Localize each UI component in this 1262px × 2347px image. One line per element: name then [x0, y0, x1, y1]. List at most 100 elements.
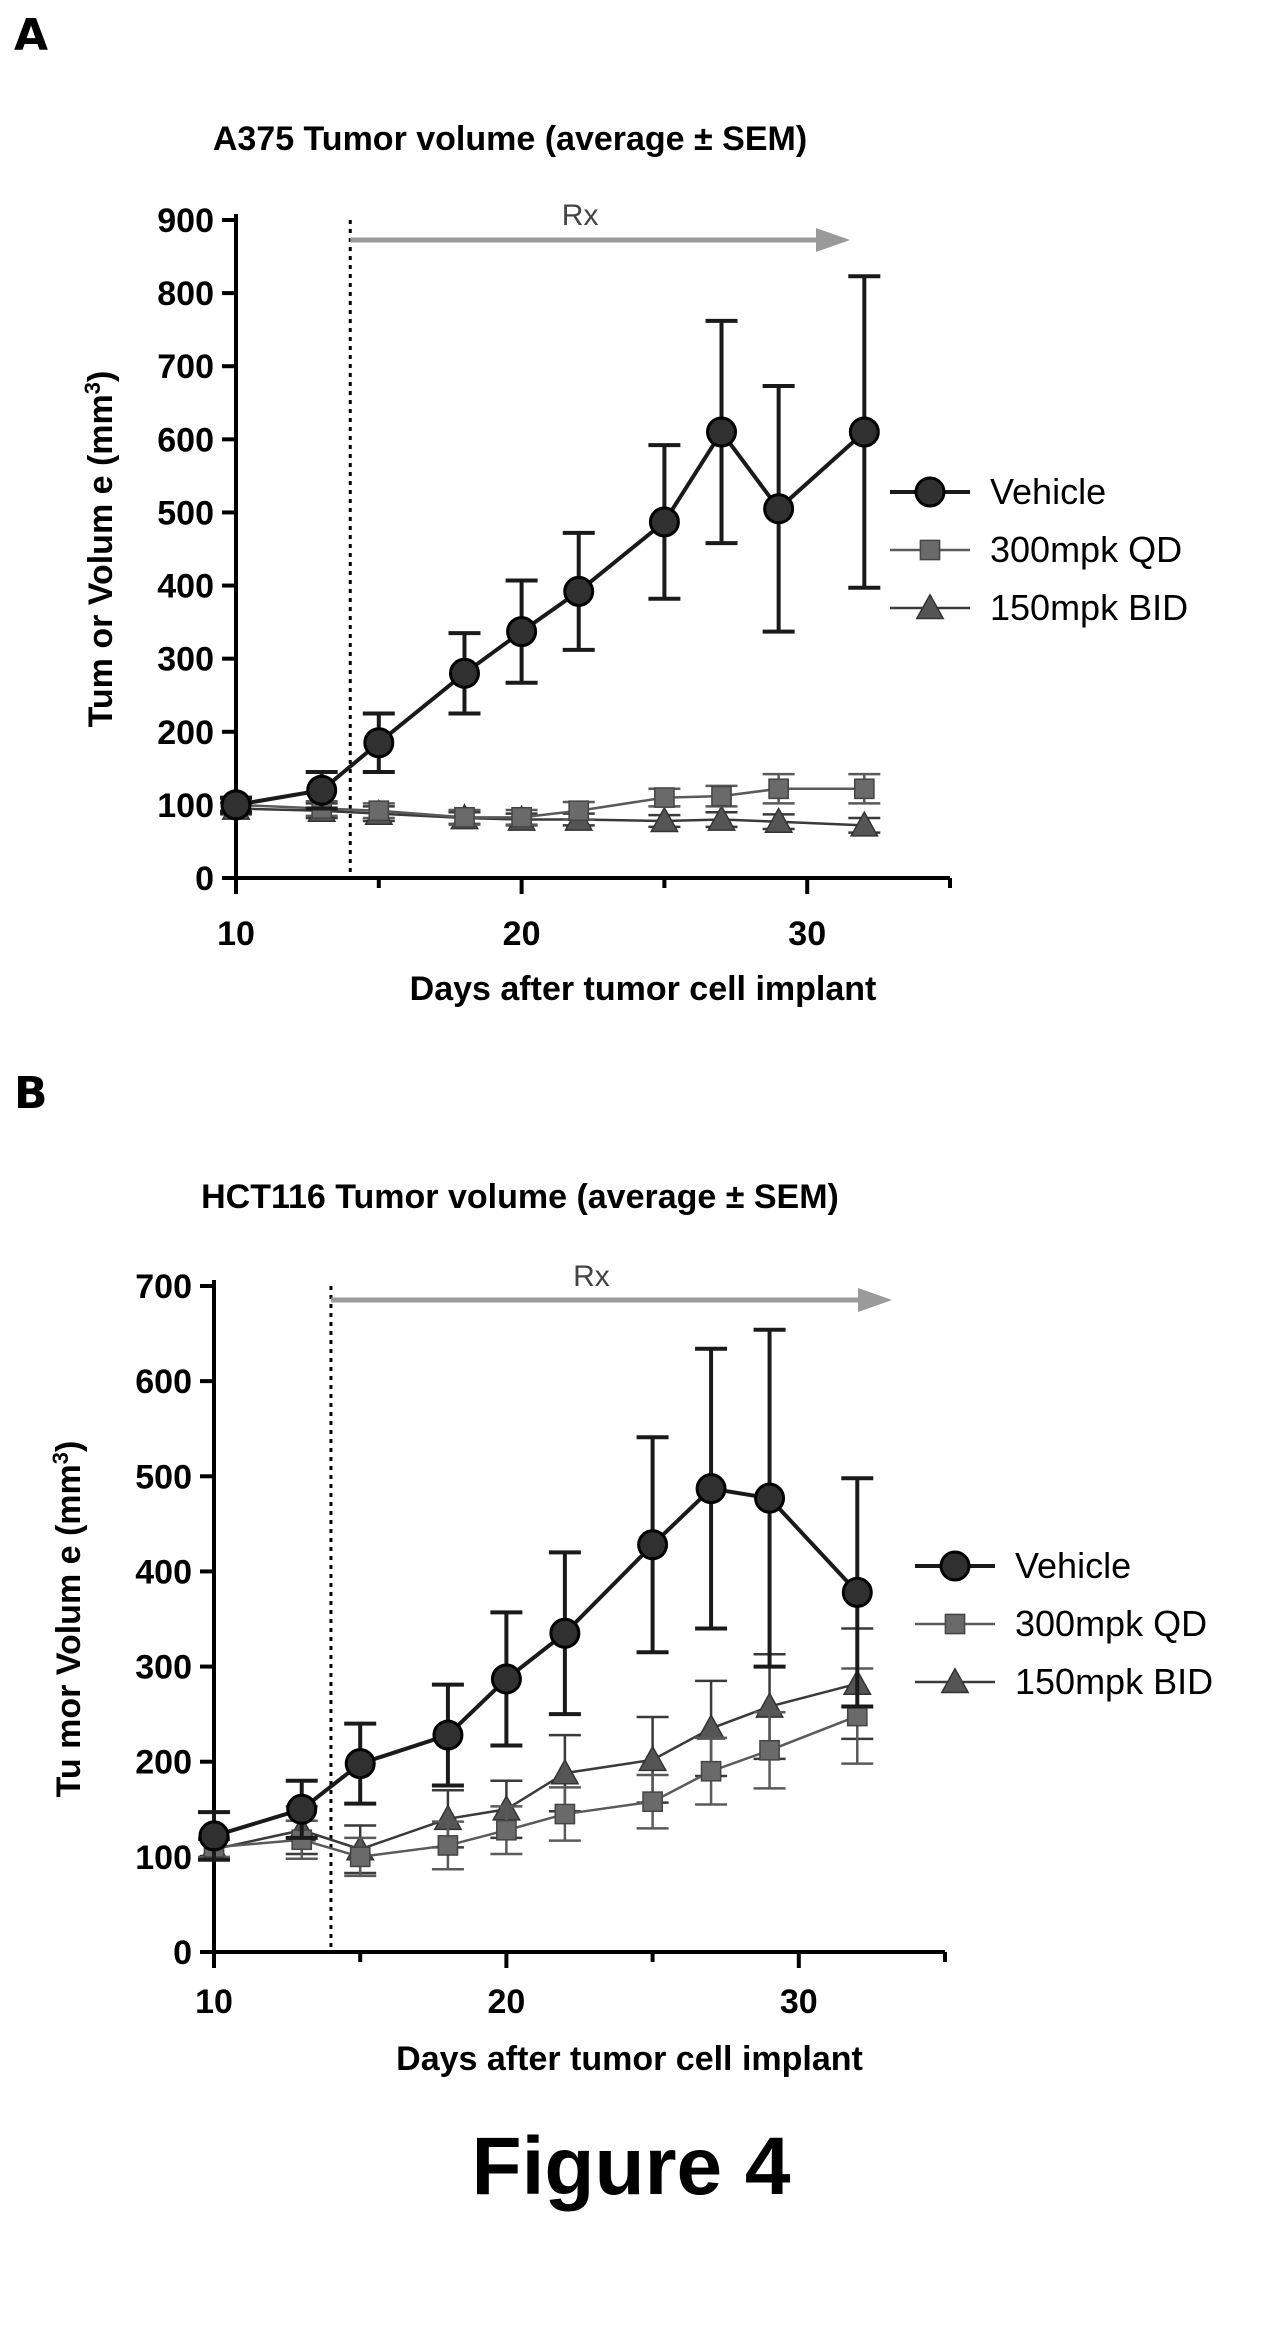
data-point [511, 806, 532, 828]
x-tick-label: 10 [195, 1983, 233, 2021]
legend-marker [915, 593, 945, 620]
y-tick-label: 0 [195, 860, 214, 898]
data-point [568, 800, 590, 822]
data-point [554, 1803, 576, 1825]
data-point [707, 804, 736, 831]
y-tick-label: 500 [135, 1458, 192, 1496]
rx-annotation: Rx [562, 199, 599, 232]
data-point [637, 1529, 669, 1561]
legend-marker [940, 1667, 970, 1694]
y-axis-label: Tu mor Volum e (mm3) [48, 1441, 88, 1798]
series-circle [198, 1327, 874, 1862]
legend-marker [939, 1550, 971, 1582]
data-point [768, 778, 789, 800]
legend-marker [919, 539, 941, 561]
series-square [220, 772, 881, 828]
data-point [642, 1791, 663, 1813]
data-point [549, 1617, 581, 1649]
data-point [506, 616, 538, 648]
y-tick-label: 900 [157, 202, 214, 240]
panel-b-label: B [14, 1068, 48, 1119]
y-tick-label: 100 [157, 787, 214, 825]
data-point [700, 1760, 722, 1782]
data-point [841, 1576, 873, 1608]
data-point [496, 1819, 517, 1841]
y-tick-label: 600 [135, 1363, 192, 1401]
series-circle [220, 274, 881, 821]
data-point [759, 1739, 780, 1761]
data-point [648, 506, 680, 538]
x-tick-label: 20 [503, 915, 541, 953]
y-tick-label: 400 [157, 568, 214, 606]
data-point [696, 1713, 726, 1740]
x-axis-label: Days after tumor cell implant [410, 970, 877, 1008]
rx-arrow-head [858, 1288, 892, 1312]
series-line [213, 1682, 858, 1851]
data-point [654, 787, 675, 808]
y-tick-label: 500 [157, 494, 214, 532]
data-point [754, 1482, 786, 1514]
legend-label: 150mpk BID [990, 587, 1188, 628]
series-line [235, 807, 865, 827]
data-point [695, 1473, 727, 1505]
data-point [846, 1705, 868, 1727]
data-point [454, 806, 475, 828]
legend-label: 300mpk QD [1015, 1603, 1207, 1644]
data-point [220, 789, 252, 821]
x-tick-label: 30 [780, 1983, 818, 2021]
data-point [649, 806, 679, 833]
y-tick-label: 100 [135, 1839, 192, 1877]
data-point [706, 416, 738, 448]
x-tick-label: 10 [217, 915, 255, 953]
legend-label: 300mpk QD [990, 529, 1182, 570]
data-point [550, 1758, 580, 1785]
data-point [638, 1745, 668, 1772]
y-tick-label: 300 [157, 641, 214, 679]
data-point [368, 800, 390, 822]
data-point [349, 1846, 371, 1868]
chart-a: 0 100 200 300 400 500 600 700 800 900 10 20 30 Days a… [80, 199, 1188, 1008]
figure-caption: Figure 4 [471, 2121, 791, 2212]
y-tick-label: 800 [157, 275, 214, 313]
data-point [363, 727, 395, 759]
data-point [198, 1820, 230, 1852]
x-tick-label: 20 [487, 1983, 525, 2021]
y-tick-label: 700 [157, 348, 214, 386]
chart-a-title: A375 Tumor volume (average ± SEM) [212, 120, 808, 158]
data-point [306, 774, 338, 806]
legend-marker [944, 1613, 966, 1635]
data-point [344, 1748, 376, 1780]
legend-marker [914, 476, 946, 508]
data-point [763, 493, 795, 525]
data-point [849, 810, 879, 837]
y-tick-label: 0 [173, 1934, 192, 1972]
rx-annotation: Rx [573, 1260, 610, 1293]
y-tick-label: 400 [135, 1553, 192, 1591]
panel-a-label: A [14, 10, 49, 61]
series-line [213, 1714, 858, 1859]
y-tick-label: 700 [135, 1268, 192, 1306]
series-line [235, 787, 865, 819]
y-tick-label: 200 [135, 1744, 192, 1782]
data-point [286, 1793, 318, 1825]
legend-label: 150mpk BID [1015, 1661, 1213, 1702]
chart-b: 0 100 200 300 400 500 600 700 10 20 30 Days after t… [48, 1260, 1213, 2078]
x-axis-label: Days after tumor cell implant [396, 2040, 863, 2078]
data-point [563, 575, 595, 607]
y-tick-label: 600 [157, 421, 214, 459]
y-tick-label: 300 [135, 1649, 192, 1687]
chart-b-title: HCT116 Tumor volume (average ± SEM) [201, 1178, 839, 1216]
rx-arrow-head [816, 228, 850, 252]
data-point [764, 806, 794, 834]
data-point [853, 778, 875, 800]
y-tick-label: 200 [157, 714, 214, 752]
data-point [432, 1719, 464, 1751]
series-line [235, 428, 866, 807]
data-point [848, 416, 880, 448]
series-line [213, 1486, 859, 1838]
legend-label: Vehicle [990, 471, 1106, 512]
x-tick-label: 30 [788, 915, 826, 953]
data-point [490, 1663, 522, 1695]
data-point [711, 785, 732, 807]
y-axis-label: Tum or Volum e (mm3) [80, 371, 120, 728]
